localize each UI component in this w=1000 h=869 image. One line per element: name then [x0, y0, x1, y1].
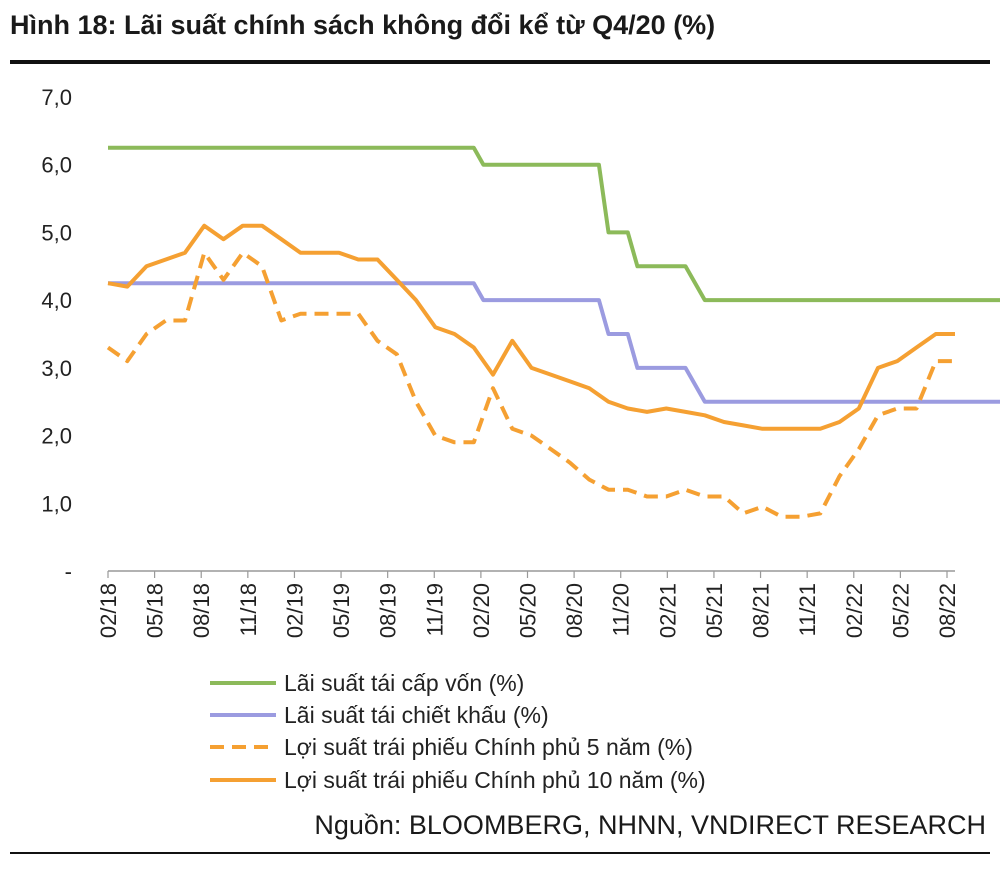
y-tick-label: 4,0 [41, 288, 72, 313]
chart-lines [106, 145, 1000, 519]
x-tick-label: 08/21 [749, 583, 774, 638]
chart-legend: Lãi suất tái cấp vốn (%) Lãi suất tái chi… [210, 670, 706, 793]
x-tick-label: 08/20 [562, 583, 587, 638]
x-tick-label: 08/22 [935, 583, 960, 638]
chart-axes: - 1,0 2,0 3,0 4,0 5,0 6,0 7,0 02/18 05/18 08/18 11/… [41, 85, 960, 638]
series-line [106, 250, 955, 519]
legend-label: Lợi suất trái phiếu Chính phủ 5 năm (%) [284, 734, 693, 760]
y-tick-label: 7,0 [41, 85, 72, 110]
y-tick-label: 3,0 [41, 356, 72, 381]
x-tick-label: 08/18 [189, 583, 214, 638]
x-tick-label: 11/20 [609, 583, 634, 636]
x-tick-label: 08/19 [376, 583, 401, 638]
legend-label: Lãi suất tái chiết khấu (%) [284, 702, 549, 728]
footer-divider [10, 852, 990, 854]
x-tick-label: 05/18 [143, 583, 168, 638]
source-note: Nguồn: BLOOMBERG, NHNN, VNDIRECT RESEARC… [314, 810, 986, 840]
x-tick-label: 05/22 [888, 583, 913, 638]
y-tick-label: 6,0 [41, 153, 72, 178]
y-tick-label: 2,0 [41, 424, 72, 449]
series-line [107, 223, 955, 431]
x-tick-label: 02/21 [655, 583, 680, 638]
y-tick-label: 5,0 [41, 220, 72, 245]
title-divider [10, 60, 990, 64]
series-line [108, 281, 1000, 404]
chart-title: Hình 18: Lãi suất chính sách không đổi k… [10, 10, 716, 40]
x-tick-label: 05/20 [516, 583, 541, 638]
legend-label: Lợi suất trái phiếu Chính phủ 10 năm (%) [284, 767, 706, 793]
x-tick-label: 02/20 [469, 583, 494, 638]
x-tick-label: 02/19 [282, 583, 307, 638]
y-tick-label: 1,0 [41, 491, 72, 516]
y-tick-label: - [65, 559, 72, 584]
x-tick-label: 02/22 [842, 583, 867, 638]
x-tick-label: 05/21 [702, 583, 727, 638]
legend-label: Lãi suất tái cấp vốn (%) [284, 670, 524, 696]
x-tick-label: 05/19 [329, 583, 354, 638]
x-tick-label: 11/19 [422, 583, 447, 636]
x-tick-label: 11/21 [795, 583, 820, 636]
series-line [108, 145, 1000, 303]
x-tick-label: 11/18 [236, 583, 261, 636]
x-tick-label: 02/18 [96, 583, 121, 638]
